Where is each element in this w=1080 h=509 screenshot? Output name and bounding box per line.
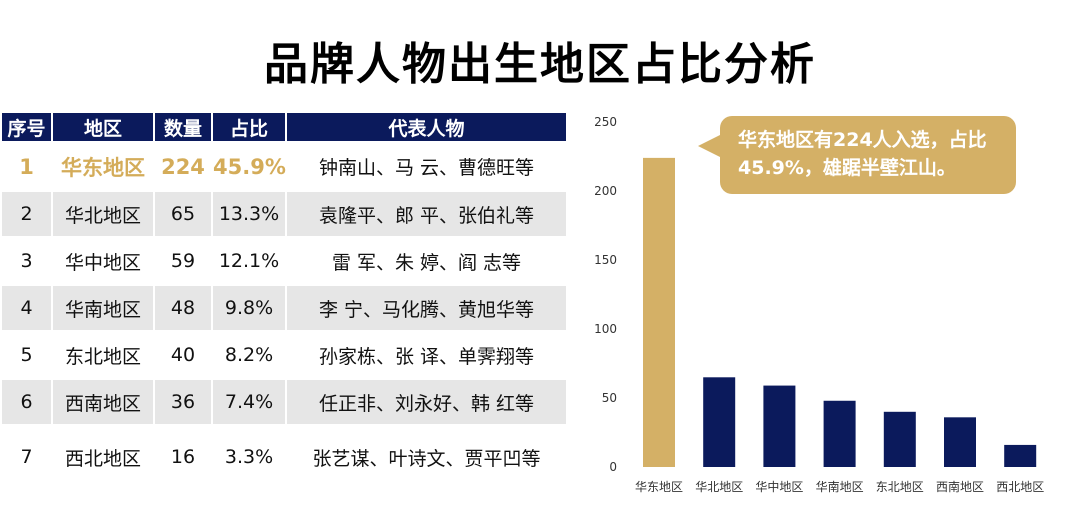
x-tick-label: 华东地区 bbox=[635, 480, 683, 494]
callout-pointer bbox=[698, 134, 722, 158]
bar-华北地区 bbox=[703, 377, 736, 467]
bar-华中地区 bbox=[763, 385, 796, 467]
cell-rank: 6 bbox=[2, 377, 52, 426]
cell-count: 36 bbox=[153, 377, 212, 426]
header-rank: 序号 bbox=[2, 113, 52, 143]
y-tick-label: 0 bbox=[609, 460, 617, 474]
bar-西南地区 bbox=[944, 417, 976, 467]
bar-华东地区 bbox=[643, 157, 675, 467]
cell-people: 雷 军、朱 婷、阎 志等 bbox=[285, 236, 566, 285]
cell-share: 8.2% bbox=[211, 330, 286, 379]
y-tick-label: 150 bbox=[594, 253, 617, 267]
cell-rank: 3 bbox=[2, 236, 52, 285]
cell-count: 48 bbox=[153, 283, 212, 332]
page-title: 品牌人物出生地区占比分析 bbox=[264, 39, 816, 90]
cell-count: 40 bbox=[153, 330, 212, 379]
cell-rank: 7 bbox=[2, 424, 52, 488]
cell-rank: 1 bbox=[2, 141, 52, 191]
cell-region: 西南地区 bbox=[51, 377, 154, 426]
x-tick-label: 华南地区 bbox=[816, 479, 864, 494]
table-row: 1 华东地区 224 45.9% 钟南山、马 云、曹德旺等 bbox=[2, 141, 566, 191]
y-tick-label: 100 bbox=[594, 322, 617, 336]
cell-people: 张艺谋、叶诗文、贾平凹等 bbox=[285, 424, 566, 488]
cell-share: 45.9% bbox=[211, 141, 286, 191]
cell-count: 65 bbox=[153, 189, 212, 238]
cell-count: 224 bbox=[153, 141, 212, 191]
cell-people: 任正非、刘永好、韩 红等 bbox=[285, 377, 566, 426]
cell-region: 华东地区 bbox=[51, 141, 154, 191]
cell-rank: 4 bbox=[2, 283, 52, 332]
x-tick-label: 华中地区 bbox=[755, 479, 803, 494]
y-tick-label: 250 bbox=[594, 115, 617, 129]
table-header-row: 序号 地区 数量 占比 代表人物 bbox=[2, 113, 566, 143]
x-tick-label: 西北地区 bbox=[996, 480, 1044, 494]
cell-region: 华南地区 bbox=[51, 283, 154, 332]
cell-share: 7.4% bbox=[211, 377, 286, 426]
bar-chart: 0 50 100 150 200 250 华东地区 华北地区 华中地区 华南地区 东北地区 西南地区西… bbox=[594, 115, 1044, 494]
header-count: 数量 bbox=[153, 113, 212, 143]
table-row: 2 华北地区 65 13.3% 袁隆平、郎 平、张伯礼等 bbox=[2, 189, 566, 238]
table-row: 3 华中地区 59 12.1% 雷 军、朱 婷、阎 志等 bbox=[2, 236, 566, 285]
cell-region: 西北地区 bbox=[51, 424, 154, 488]
cell-people: 孙家栋、张 译、单霁翔等 bbox=[285, 330, 566, 379]
header-share: 占比 bbox=[211, 113, 286, 143]
y-tick-label: 200 bbox=[594, 184, 617, 198]
cell-region: 华北地区 bbox=[51, 189, 154, 238]
cell-rank: 2 bbox=[2, 189, 52, 238]
header-region: 地区 bbox=[51, 113, 154, 143]
table-row: 5 东北地区 40 8.2% 孙家栋、张 译、单霁翔等 bbox=[2, 330, 566, 379]
x-tick-label: 西南地区 bbox=[936, 479, 984, 494]
cell-count: 16 bbox=[153, 424, 212, 488]
y-tick-label: 50 bbox=[602, 391, 617, 405]
region-table: 序号 地区 数量 占比 代表人物 1 华东地区 224 45.9% 钟南山、马 … bbox=[2, 113, 566, 488]
cell-count: 59 bbox=[153, 236, 212, 285]
cell-people: 钟南山、马 云、曹德旺等 bbox=[285, 141, 566, 191]
cell-people: 袁隆平、郎 平、张伯礼等 bbox=[285, 189, 566, 238]
callout-box: 华东地区有224人入选，占比45.9%，雄踞半壁江山。 bbox=[720, 116, 1016, 194]
cell-region: 华中地区 bbox=[51, 236, 154, 285]
table-row: 6 西南地区 36 7.4% 任正非、刘永好、韩 红等 bbox=[2, 377, 566, 426]
cell-region: 东北地区 bbox=[51, 330, 154, 379]
cell-rank: 5 bbox=[2, 330, 52, 379]
cell-people: 李 宁、马化腾、黄旭华等 bbox=[285, 283, 566, 332]
table-row: 4 华南地区 48 9.8% 李 宁、马化腾、黄旭华等 bbox=[2, 283, 566, 332]
cell-share: 12.1% bbox=[211, 236, 286, 285]
header-people: 代表人物 bbox=[285, 113, 566, 143]
cell-share: 13.3% bbox=[211, 189, 286, 238]
x-tick-label: 东北地区 bbox=[876, 480, 924, 494]
x-tick-label: 华北地区 bbox=[695, 480, 743, 494]
bar-西北地区 bbox=[1004, 444, 1037, 467]
bar-华南地区 bbox=[823, 400, 856, 467]
cell-share: 3.3% bbox=[211, 424, 286, 488]
cell-share: 9.8% bbox=[211, 283, 286, 332]
bar-东北地区 bbox=[883, 411, 916, 467]
table-row: 7 西北地区 16 3.3% 张艺谋、叶诗文、贾平凹等 bbox=[2, 424, 566, 488]
